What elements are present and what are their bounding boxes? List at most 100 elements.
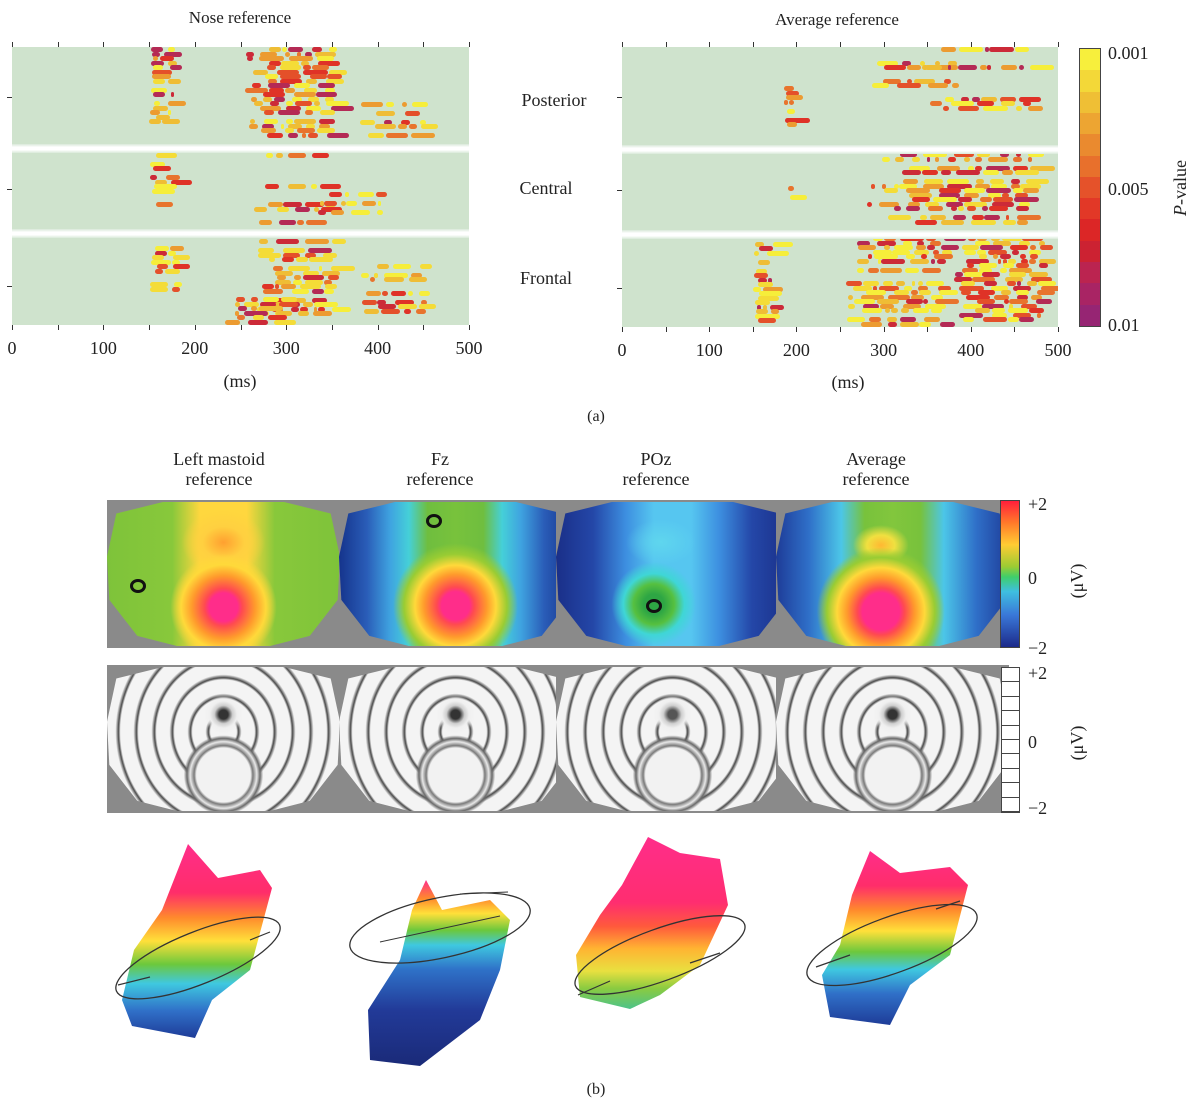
axis-tick	[423, 325, 425, 330]
significance-cell	[894, 156, 905, 162]
significance-cell	[247, 319, 269, 325]
significance-cell	[247, 56, 253, 61]
significance-cell	[296, 51, 301, 57]
significance-cell	[903, 240, 912, 246]
axis-tick	[1058, 327, 1059, 332]
colorbar-step	[1080, 219, 1100, 242]
left-x-unit: (ms)	[223, 371, 257, 391]
significance-cell	[758, 318, 777, 324]
significance-cell	[149, 282, 168, 288]
significance-cell	[1012, 188, 1023, 194]
significance-cell	[282, 248, 305, 254]
significance-cell	[370, 277, 376, 283]
significance-cell	[418, 304, 436, 310]
significance-cell	[358, 191, 375, 197]
significance-cell	[280, 123, 284, 129]
significance-cell	[296, 128, 315, 133]
significance-cell	[262, 297, 279, 303]
significance-cell	[366, 290, 382, 296]
significance-cell	[167, 47, 176, 52]
panel-b-label: (b)	[586, 1081, 606, 1098]
significance-cell	[321, 270, 340, 276]
significance-cell	[250, 96, 257, 102]
significance-cell	[316, 92, 338, 97]
significance-cell	[149, 175, 157, 181]
significance-cell	[260, 128, 277, 133]
significance-cell	[168, 78, 182, 84]
significance-cell	[282, 47, 287, 52]
significance-cell	[768, 277, 772, 283]
significance-cell	[378, 304, 397, 310]
significance-cell	[173, 282, 183, 288]
significance-cell	[268, 47, 281, 52]
significance-cell	[254, 101, 263, 106]
row-label-posterior: Posterior	[521, 90, 587, 110]
colorbar-step	[1080, 70, 1100, 93]
significance-cell	[989, 47, 1015, 52]
significance-cell	[903, 303, 921, 309]
significance-cell	[948, 60, 957, 66]
significance-cell	[318, 83, 335, 88]
column-title-left-mastoid: Left mastoid reference	[173, 449, 265, 489]
significance-cell	[236, 315, 246, 321]
significance-cell	[324, 288, 334, 294]
topomap-gray-fz	[339, 665, 572, 813]
significance-cell	[377, 263, 389, 269]
significance-cell	[894, 245, 914, 251]
significance-cell	[867, 267, 879, 273]
significance-cell	[1020, 258, 1028, 264]
significance-cell	[268, 87, 285, 93]
significance-cell	[911, 281, 916, 287]
significance-cell	[309, 74, 328, 79]
significance-cell	[296, 220, 304, 226]
significance-cell	[262, 284, 275, 290]
significance-cell	[989, 179, 1004, 185]
significance-cell	[1025, 179, 1050, 185]
significance-cell	[984, 47, 990, 52]
significance-cell	[1029, 245, 1036, 251]
colorbar-tick-0005: 0.005	[1108, 179, 1149, 199]
significance-cell	[331, 306, 352, 312]
significance-cell	[874, 254, 898, 260]
significance-cell	[883, 188, 898, 194]
significance-cell	[961, 245, 979, 251]
significance-cell	[974, 165, 982, 171]
gray-scale-step	[1002, 769, 1019, 784]
significance-cell	[937, 285, 951, 291]
significance-cell	[362, 200, 377, 206]
axis-tick	[286, 42, 288, 47]
significance-cell	[288, 184, 307, 190]
significance-cell	[267, 78, 277, 84]
significance-cell	[928, 83, 949, 88]
significance-cell	[265, 152, 274, 158]
significance-cell	[899, 183, 918, 189]
significance-cell	[324, 279, 332, 285]
significance-cell	[345, 191, 349, 197]
significance-cell	[853, 285, 872, 291]
significance-cell	[999, 96, 1017, 102]
colorbar-step	[1080, 176, 1100, 199]
significance-cell	[953, 276, 972, 282]
significance-cell	[1031, 294, 1042, 300]
significance-cell	[921, 170, 938, 176]
significance-cell	[262, 92, 285, 97]
axis-tick	[1014, 327, 1016, 332]
significance-cell	[964, 272, 982, 278]
significance-cell	[873, 285, 877, 291]
significance-cell	[312, 65, 329, 70]
axis-tick	[970, 42, 972, 47]
significance-cell	[160, 56, 174, 61]
significance-cell	[763, 304, 767, 310]
significance-cell	[939, 321, 955, 327]
axis-tick	[796, 327, 798, 332]
significance-cell	[877, 299, 900, 305]
significance-cell	[326, 132, 349, 138]
significance-cell	[274, 319, 296, 325]
significance-cell	[926, 281, 945, 287]
significance-cell	[300, 284, 321, 290]
significance-cell	[1017, 215, 1042, 221]
axis-tick	[709, 327, 711, 332]
axis-tick	[665, 42, 667, 47]
significance-cell	[298, 311, 309, 317]
significance-cell	[927, 245, 935, 251]
